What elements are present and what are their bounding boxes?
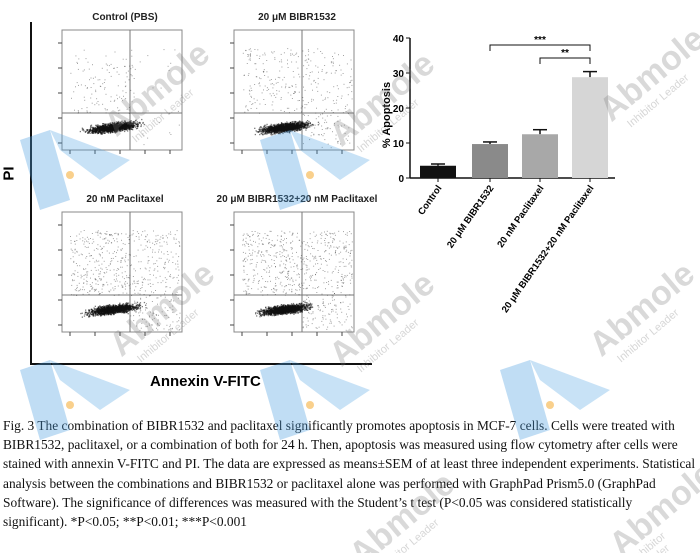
panel-title-paclitaxel: 20 nM Paclitaxel: [86, 194, 164, 205]
y-tick-label: 40: [393, 34, 405, 45]
panel-title-combo: 20 μM BIBR1532+20 nM Paclitaxel: [216, 194, 378, 205]
bar: [472, 144, 508, 178]
plot-frame: [233, 211, 355, 333]
plot-frame: [61, 29, 183, 151]
bar: [522, 134, 558, 178]
figure-caption: Fig. 3 The combination of BIBR1532 and p…: [3, 418, 696, 530]
x-tick-label: 20 μM BIBR1532+20 nM Paclitaxel: [500, 183, 597, 315]
y-axis-label: PI: [0, 166, 18, 181]
panel-title-control: Control (PBS): [92, 12, 158, 23]
bar: [420, 165, 456, 178]
x-tick-label: Control: [416, 183, 444, 217]
significance-label: **: [561, 48, 569, 59]
y-tick-label: 30: [393, 69, 405, 80]
event-dots: [242, 230, 353, 331]
plot-frame: [233, 29, 355, 151]
panel-title-bibr: 20 μM BIBR1532: [258, 12, 336, 23]
y-tick-label: 0: [398, 174, 404, 185]
event-dots: [70, 230, 181, 331]
event-dots: [242, 48, 353, 149]
flow-plot-paclitaxel: [58, 211, 183, 336]
bar-y-label: % Apoptosis: [381, 82, 393, 148]
plot-frame: [61, 211, 183, 333]
x-axis-label: Annexin V-FITC: [150, 373, 261, 390]
bar: [572, 77, 608, 178]
x-tick-label: 20 μM BIBR1532: [445, 183, 496, 250]
y-tick-label: 20: [393, 104, 405, 115]
event-dots: [70, 49, 180, 146]
flow-axis-frame: [30, 22, 372, 365]
flow-plot-combo: [230, 211, 355, 336]
flow-plot-control: [58, 29, 183, 154]
significance-bracket: [489, 44, 591, 51]
significance-bracket: [539, 57, 591, 64]
flow-plot-bibr: [230, 29, 355, 154]
significance-label: ***: [534, 35, 546, 46]
x-tick-label: 20 nM Paclitaxel: [495, 183, 546, 249]
y-tick-label: 10: [393, 139, 405, 150]
